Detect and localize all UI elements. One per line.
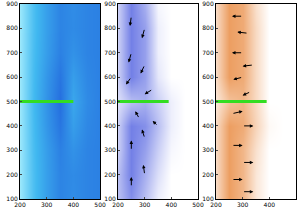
svg-text:500: 500 <box>104 98 116 105</box>
svg-text:700: 700 <box>6 49 18 56</box>
svg-text:100: 100 <box>202 195 214 202</box>
svg-text:500: 500 <box>6 98 18 105</box>
svg-text:100: 100 <box>104 195 116 202</box>
svg-text:300: 300 <box>104 146 116 153</box>
svg-text:200: 200 <box>14 201 26 208</box>
svg-text:400: 400 <box>264 201 276 208</box>
svg-text:400: 400 <box>166 201 178 208</box>
svg-text:900: 900 <box>104 0 116 7</box>
svg-text:300: 300 <box>41 201 53 208</box>
svg-text:400: 400 <box>68 201 80 208</box>
svg-text:600: 600 <box>202 73 214 80</box>
svg-text:400: 400 <box>202 122 214 129</box>
svg-text:200: 200 <box>104 171 116 178</box>
svg-text:200: 200 <box>210 201 222 208</box>
svg-text:200: 200 <box>6 171 18 178</box>
svg-text:600: 600 <box>6 73 18 80</box>
svg-text:300: 300 <box>237 201 249 208</box>
svg-text:700: 700 <box>104 49 116 56</box>
svg-text:900: 900 <box>6 0 18 7</box>
svg-text:200: 200 <box>202 171 214 178</box>
svg-text:300: 300 <box>202 146 214 153</box>
svg-text:500: 500 <box>202 98 214 105</box>
svg-text:800: 800 <box>104 24 116 31</box>
svg-text:300: 300 <box>6 146 18 153</box>
svg-text:500: 500 <box>192 201 204 208</box>
svg-text:900: 900 <box>202 0 214 7</box>
svg-text:400: 400 <box>104 122 116 129</box>
svg-text:800: 800 <box>6 24 18 31</box>
svg-text:600: 600 <box>104 73 116 80</box>
svg-text:700: 700 <box>202 49 214 56</box>
svg-text:200: 200 <box>112 201 124 208</box>
svg-text:800: 800 <box>202 24 214 31</box>
svg-text:300: 300 <box>139 201 151 208</box>
svg-text:100: 100 <box>6 195 18 202</box>
svg-text:500: 500 <box>94 201 106 208</box>
svg-text:400: 400 <box>6 122 18 129</box>
